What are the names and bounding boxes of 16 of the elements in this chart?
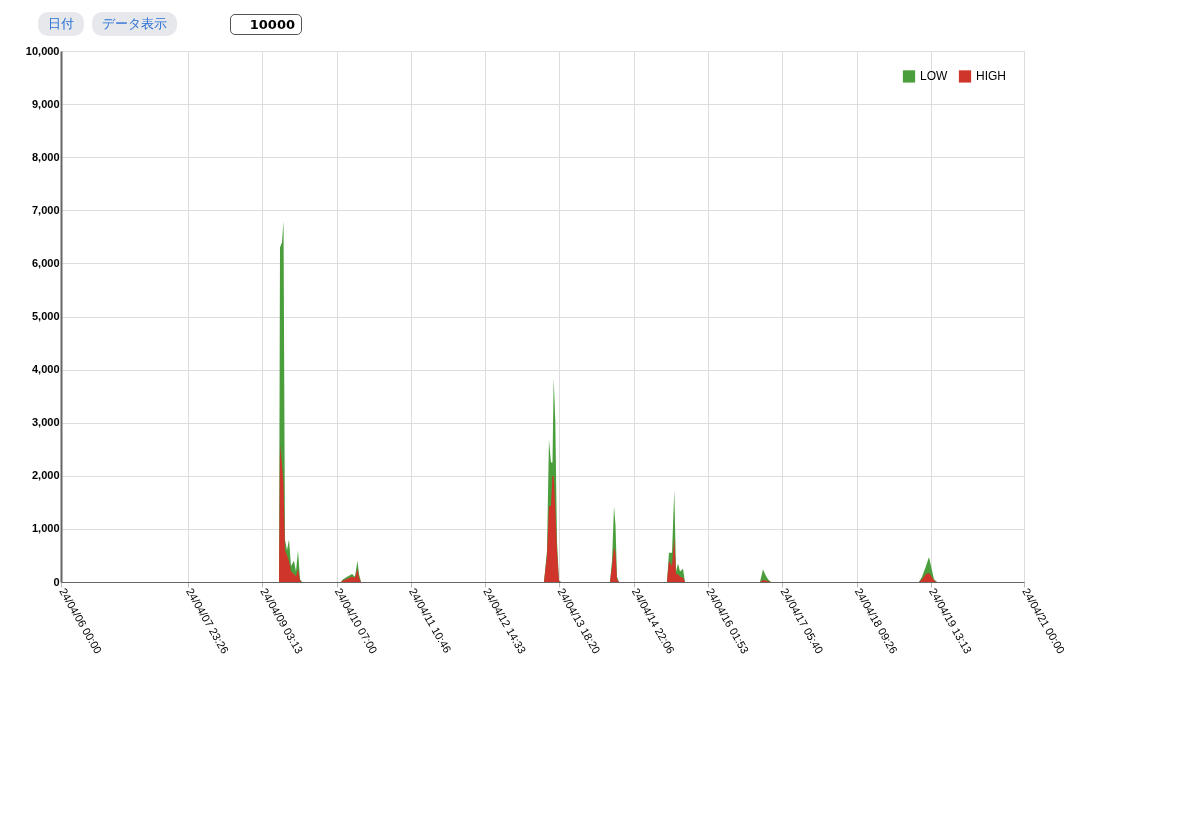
text: 10000 bbox=[230, 13, 302, 35]
y-tick-label: 7,000 bbox=[31, 203, 60, 216]
y-tick-label: 6,000 bbox=[31, 256, 60, 269]
y-tick-label: 2,000 bbox=[31, 469, 60, 482]
y-tick-label: 9,000 bbox=[31, 97, 60, 110]
y-tick-label: 1,000 bbox=[31, 522, 60, 535]
y-tick-label: 3,000 bbox=[31, 416, 60, 429]
text: 日付 bbox=[38, 12, 84, 36]
y-tick-label: 10,000 bbox=[25, 44, 60, 57]
legend-label: HIGH bbox=[976, 69, 1006, 84]
y-tick-label: 8,000 bbox=[31, 150, 60, 163]
y-tick-label: 4,000 bbox=[31, 363, 60, 376]
text: データ表示 bbox=[92, 12, 177, 36]
legend-label: LOW bbox=[920, 69, 949, 84]
y-tick-label: 5,000 bbox=[31, 310, 60, 322]
y-tick-label: 0 bbox=[53, 575, 60, 588]
